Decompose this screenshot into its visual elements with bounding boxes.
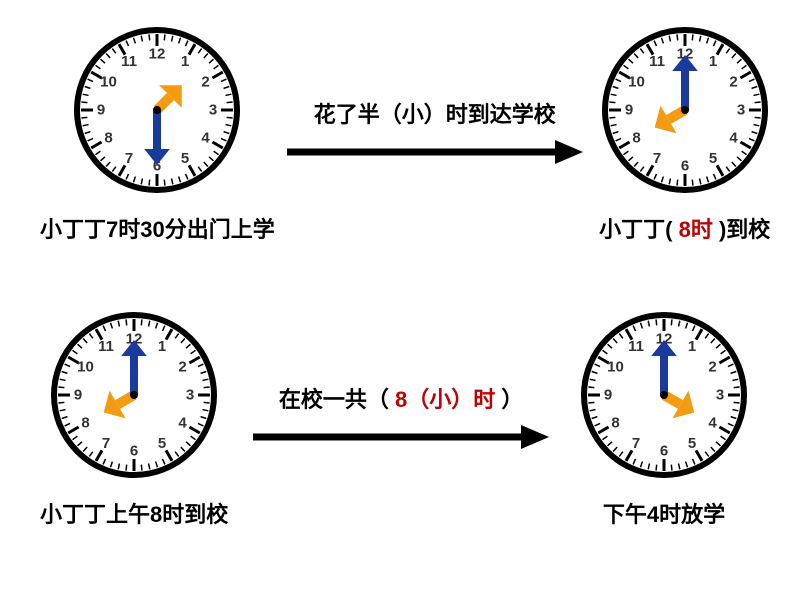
svg-text:4: 4	[178, 415, 187, 432]
svg-text:2: 2	[708, 359, 716, 376]
svg-text:4: 4	[729, 130, 738, 147]
clock-block-2: 123456789101112 小丁丁( 8时 )到校	[595, 20, 775, 244]
svg-text:11: 11	[649, 53, 665, 70]
clock-1: 123456789101112	[67, 20, 247, 200]
middle-text-2: 在校一共（ 8（小）时 ）	[279, 382, 524, 414]
svg-text:8: 8	[105, 130, 113, 147]
svg-text:4: 4	[202, 130, 211, 147]
svg-text:8: 8	[611, 415, 619, 432]
svg-text:9: 9	[97, 102, 105, 119]
svg-text:10: 10	[77, 359, 94, 376]
svg-text:6: 6	[681, 158, 689, 175]
middle-2-suffix: ）	[501, 387, 523, 412]
middle-text-1: 花了半（小）时到达学校	[314, 97, 556, 129]
svg-text:7: 7	[125, 150, 133, 167]
arrow-2-icon	[251, 422, 551, 452]
svg-text:3: 3	[716, 387, 724, 404]
svg-text:1: 1	[158, 338, 166, 355]
caption-4: 下午4时放学	[603, 497, 725, 529]
svg-text:11: 11	[121, 53, 137, 70]
svg-text:5: 5	[688, 435, 696, 452]
row-1: 123456789101112 小丁丁7时30分出门上学 花了半（小）时到达学校…	[0, 20, 794, 244]
clock-block-1: 123456789101112 小丁丁7时30分出门上学	[40, 20, 275, 244]
svg-text:9: 9	[74, 387, 82, 404]
middle-2-answer: 8（小）时	[389, 387, 501, 412]
caption-3: 小丁丁上午8时到校	[40, 497, 228, 529]
svg-text:6: 6	[130, 443, 138, 460]
svg-text:12: 12	[149, 46, 166, 63]
svg-text:10: 10	[628, 74, 645, 91]
svg-text:5: 5	[709, 150, 717, 167]
svg-text:4: 4	[708, 415, 717, 432]
svg-text:9: 9	[604, 387, 612, 404]
clock-4: 123456789101112	[574, 305, 754, 485]
svg-text:2: 2	[202, 74, 210, 91]
caption-1: 小丁丁7时30分出门上学	[40, 212, 275, 244]
svg-text:9: 9	[625, 102, 633, 119]
caption-2-answer: 8时	[672, 217, 718, 242]
svg-text:5: 5	[181, 150, 189, 167]
svg-text:3: 3	[737, 102, 745, 119]
svg-text:3: 3	[186, 387, 194, 404]
clock-block-3: 123456789101112 小丁丁上午8时到校	[40, 305, 228, 529]
svg-text:11: 11	[98, 338, 114, 355]
svg-text:3: 3	[209, 102, 217, 119]
svg-text:8: 8	[81, 415, 89, 432]
row-2: 123456789101112 小丁丁上午8时到校 在校一共（ 8（小）时 ） …	[0, 305, 794, 529]
clock-3: 123456789101112	[44, 305, 224, 485]
clock-2: 123456789101112	[595, 20, 775, 200]
caption-2: 小丁丁( 8时 )到校	[599, 212, 770, 244]
svg-text:7: 7	[632, 435, 640, 452]
svg-text:1: 1	[688, 338, 696, 355]
svg-text:10: 10	[101, 74, 118, 91]
svg-text:2: 2	[729, 74, 737, 91]
caption-2-suffix: )到校	[719, 217, 770, 242]
svg-text:7: 7	[102, 435, 110, 452]
svg-text:10: 10	[607, 359, 624, 376]
middle-2: 在校一共（ 8（小）时 ）	[228, 382, 574, 452]
middle-1: 花了半（小）时到达学校	[275, 97, 595, 167]
svg-text:7: 7	[653, 150, 661, 167]
svg-text:5: 5	[158, 435, 166, 452]
svg-text:6: 6	[660, 443, 668, 460]
svg-text:1: 1	[709, 53, 717, 70]
svg-text:8: 8	[632, 130, 640, 147]
caption-2-prefix: 小丁丁(	[599, 217, 672, 242]
middle-2-prefix: 在校一共（	[279, 387, 389, 412]
arrow-1-icon	[285, 137, 585, 167]
svg-text:2: 2	[178, 359, 186, 376]
svg-text:1: 1	[181, 53, 189, 70]
svg-text:11: 11	[628, 338, 644, 355]
clock-block-4: 123456789101112 下午4时放学	[574, 305, 754, 529]
